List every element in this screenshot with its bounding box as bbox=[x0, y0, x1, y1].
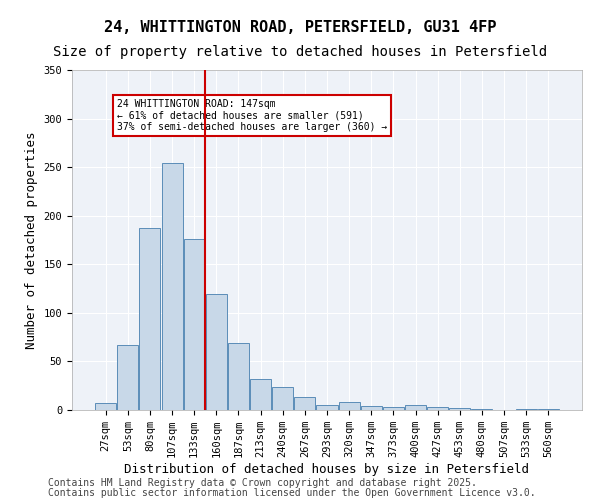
Bar bbox=[118, 345, 139, 410]
Text: Contains HM Land Registry data © Crown copyright and database right 2025.: Contains HM Land Registry data © Crown c… bbox=[48, 478, 477, 488]
Bar bbox=[449, 408, 470, 410]
Y-axis label: Number of detached properties: Number of detached properties bbox=[25, 131, 38, 349]
Bar bbox=[272, 386, 293, 410]
Bar bbox=[161, 164, 182, 410]
X-axis label: Distribution of detached houses by size in Petersfield: Distribution of detached houses by size … bbox=[125, 463, 530, 476]
Bar bbox=[316, 405, 338, 410]
Text: Contains public sector information licensed under the Open Government Licence v3: Contains public sector information licen… bbox=[48, 488, 536, 498]
Bar bbox=[405, 405, 426, 410]
Bar bbox=[427, 407, 448, 410]
Text: 24 WHITTINGTON ROAD: 147sqm
← 61% of detached houses are smaller (591)
37% of se: 24 WHITTINGTON ROAD: 147sqm ← 61% of det… bbox=[117, 99, 387, 132]
Bar bbox=[184, 239, 205, 410]
Bar bbox=[383, 407, 404, 410]
Bar bbox=[206, 294, 227, 410]
Bar bbox=[338, 402, 359, 410]
Bar bbox=[515, 409, 536, 410]
Bar bbox=[95, 403, 116, 410]
Bar bbox=[250, 379, 271, 410]
Text: Size of property relative to detached houses in Petersfield: Size of property relative to detached ho… bbox=[53, 45, 547, 59]
Text: 24, WHITTINGTON ROAD, PETERSFIELD, GU31 4FP: 24, WHITTINGTON ROAD, PETERSFIELD, GU31 … bbox=[104, 20, 496, 35]
Bar bbox=[538, 409, 559, 410]
Bar bbox=[228, 343, 249, 410]
Bar bbox=[139, 228, 160, 410]
Bar bbox=[295, 398, 316, 410]
Bar bbox=[361, 406, 382, 410]
Bar bbox=[472, 409, 493, 410]
